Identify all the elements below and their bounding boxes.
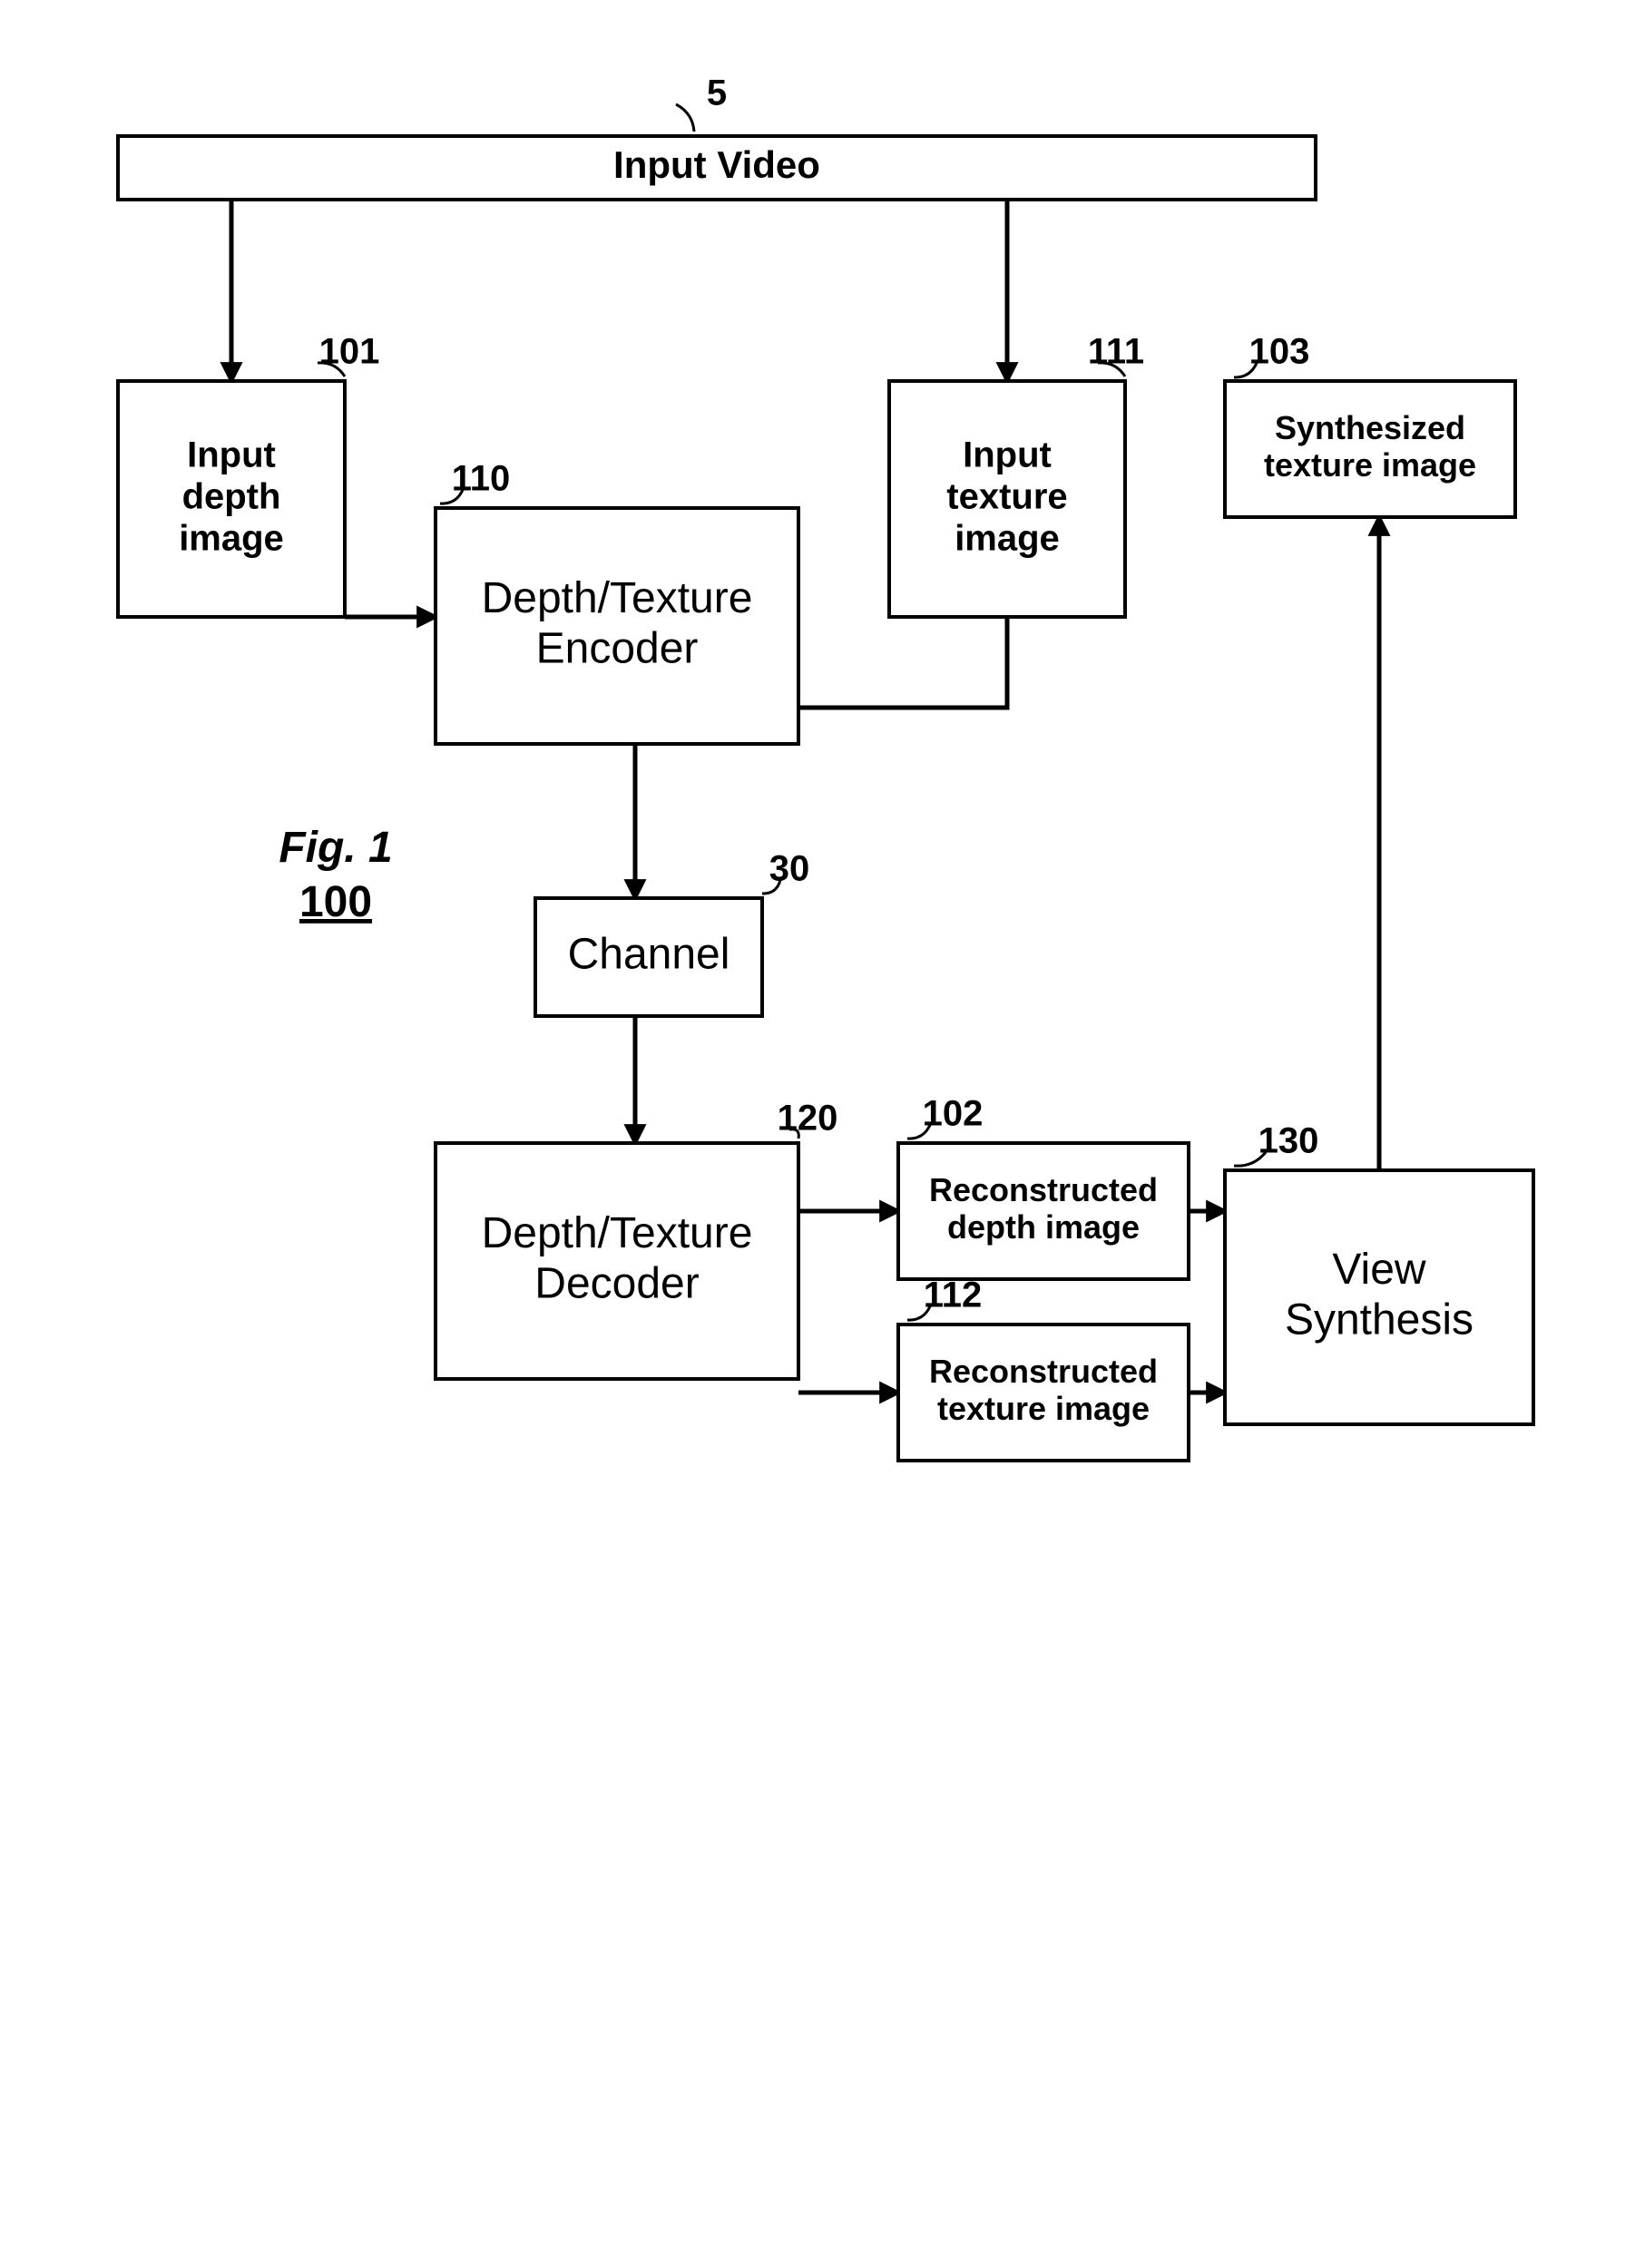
node-encoder-label-line-0: Depth/Texture: [482, 574, 753, 622]
id-label-input_depth: 101: [319, 332, 380, 372]
node-input_depth-label-line-2: image: [179, 519, 284, 559]
node-synth_texture: Synthesizedtexture image: [1225, 381, 1515, 517]
node-synth_texture-label-line-0: Synthesized: [1275, 409, 1465, 446]
leader-input_video: [676, 104, 694, 132]
figure-title: Fig. 1 100: [279, 824, 392, 926]
id-label-synth_texture: 103: [1249, 332, 1310, 372]
node-decoder: Depth/TextureDecoder: [436, 1143, 798, 1379]
figure-title-line-2: 100: [299, 878, 372, 926]
id-label-channel: 30: [769, 849, 810, 889]
node-decoder-label-line-0: Depth/Texture: [482, 1209, 753, 1257]
node-recon_texture-label-line-0: Reconstructed: [929, 1353, 1158, 1390]
node-view_synth-label-line-0: View: [1332, 1246, 1426, 1294]
edges: [231, 200, 1379, 1393]
node-recon_depth-label-line-0: Reconstructed: [929, 1171, 1158, 1208]
node-channel: Channel: [535, 898, 762, 1016]
node-encoder: Depth/TextureEncoder: [436, 508, 798, 744]
node-input_depth-label-line-0: Input: [187, 435, 276, 475]
node-encoder-label-line-1: Encoder: [536, 624, 699, 672]
node-input_texture-label-line-0: Input: [963, 435, 1052, 475]
node-synth_texture-label-line-1: texture image: [1264, 446, 1476, 484]
id-label-view_synth: 130: [1258, 1121, 1319, 1161]
node-channel-label-line-0: Channel: [568, 931, 730, 979]
id-label-encoder: 110: [452, 459, 511, 499]
node-input_video-label-line-0: Input Video: [613, 143, 820, 186]
diagram-container: Input VideoInputdepthimageInputtextureim…: [0, 0, 1645, 2268]
id-label-input_video: 5: [707, 73, 727, 113]
node-decoder-label-line-1: Decoder: [534, 1259, 699, 1307]
node-recon_texture-label-line-1: texture image: [937, 1390, 1150, 1427]
diagram-svg: Input VideoInputdepthimageInputtextureim…: [0, 0, 1645, 2268]
id-label-recon_texture: 112: [924, 1276, 983, 1315]
node-view_synth-label-line-1: Synthesis: [1285, 1295, 1474, 1344]
id-label-recon_depth: 102: [923, 1094, 984, 1134]
node-input_depth: Inputdepthimage: [118, 381, 345, 617]
node-recon_depth-label-line-1: depth image: [947, 1208, 1140, 1246]
node-input_texture-label-line-2: image: [955, 519, 1060, 559]
node-input_depth-label-line-1: depth: [182, 477, 281, 517]
figure-title-line-1: Fig. 1: [279, 824, 392, 872]
node-input_texture-label-line-1: texture: [946, 477, 1067, 517]
node-view_synth: ViewSynthesis: [1225, 1170, 1533, 1424]
node-input_texture: Inputtextureimage: [889, 381, 1125, 617]
node-input_video: Input Video: [118, 136, 1316, 200]
id-label-input_texture: 111: [1088, 332, 1144, 372]
node-recon_texture: Reconstructedtexture image: [898, 1325, 1189, 1461]
node-recon_depth: Reconstructeddepth image: [898, 1143, 1189, 1279]
id-label-decoder: 120: [778, 1099, 838, 1139]
